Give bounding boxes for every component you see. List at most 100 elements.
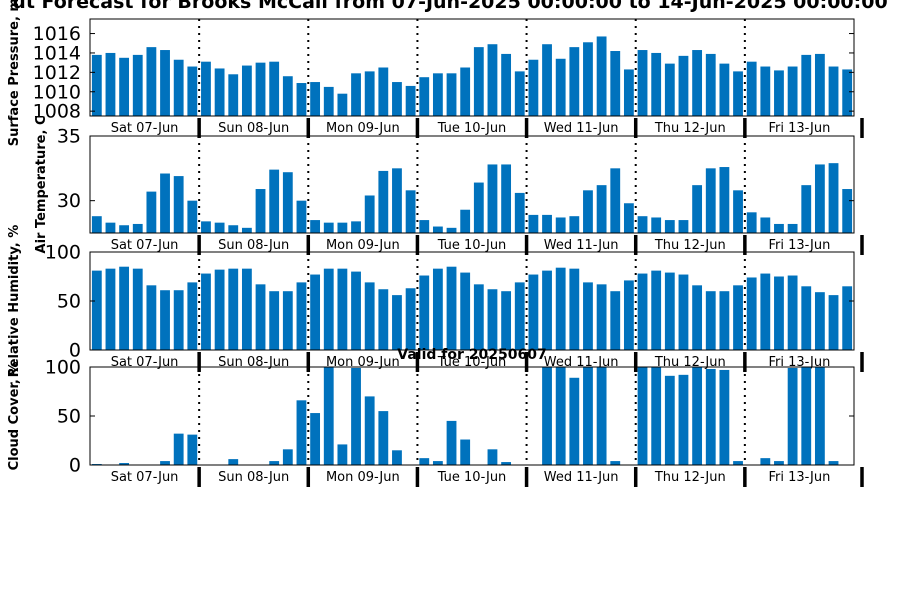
y-tick-label: 35 [57,126,81,148]
bar-relative_humidity [583,282,593,350]
bar-relative_humidity [228,268,239,350]
x-day-label: Sat 07-Jun [111,470,179,485]
bar-cloud_cover [187,434,198,465]
bar-cloud_cover [637,367,648,465]
bar-pressure [664,63,675,116]
y-tick-label: 100 [45,357,81,379]
bar-pressure [774,70,784,116]
bar-air_temperature [842,189,853,233]
bar-pressure [310,82,321,116]
bar-pressure [801,54,812,116]
bar-pressure [583,42,593,116]
bar-cloud_cover [651,367,662,465]
bar-cloud_cover [678,374,689,465]
bar-cloud_cover [733,461,743,465]
panel-relative_humidity: 0 50 100 Relative Humidity, % Sat 07-Jun Sun … [7,225,864,378]
x-day-label: Sun 08-Jun [218,470,289,485]
axes-frame [89,18,855,117]
y-tick-label: 1010 [33,81,81,103]
bar-relative_humidity [842,286,853,350]
bar-cloud_cover [555,367,566,465]
bar-cloud_cover [787,367,798,465]
bar-relative_humidity [241,268,252,350]
bar-cloud_cover [323,367,334,465]
x-day-label: Sun 08-Jun [218,238,289,253]
bar-pressure [432,73,443,116]
bar-pressure [610,51,621,117]
bar-air_temperature [760,217,771,233]
bar-air_temperature [378,170,389,233]
bar-air_temperature [787,223,798,233]
bar-pressure [351,73,361,116]
bar-relative_humidity [119,266,130,350]
bar-cloud_cover [692,367,703,465]
bar-pressure [637,50,648,116]
x-day-label: Sat 07-Jun [111,238,179,253]
bar-relative_humidity [173,290,184,350]
bar-relative_humidity [91,270,102,350]
bar-relative_humidity [432,268,443,350]
bar-relative_humidity [160,290,170,350]
bar-air_temperature [446,227,457,233]
bar-cloud_cover [337,444,348,465]
bar-cloud_cover [310,413,321,465]
y-tick-label: 1008 [33,101,81,123]
y-axis-label: Cloud Cover, % [7,362,22,471]
bar-air_temperature [132,223,143,233]
bar-pressure [105,52,116,116]
bar-pressure [528,59,539,116]
bar-relative_humidity [473,284,484,350]
bar-cloud_cover [460,439,471,465]
bar-pressure [569,47,580,116]
bar-pressure [501,53,512,116]
bar-pressure [746,61,757,116]
bar-air_temperature [828,163,839,233]
bar-pressure [623,69,634,116]
axes-frame [89,366,855,466]
bar-relative_humidity [760,273,771,350]
bar-relative_humidity [828,295,839,350]
bar-cloud_cover [596,367,607,465]
x-day-label: Wed 11-Jun [544,121,619,136]
bar-cloud_cover [119,463,130,465]
bar-pressure [392,82,402,116]
bar-air_temperature [746,212,757,233]
bar-relative_humidity [787,275,798,350]
bar-relative_humidity [623,280,634,350]
bar-relative_humidity [282,291,293,350]
bar-relative_humidity [146,285,157,350]
bar-air_temperature [487,164,498,233]
bar-pressure [255,62,266,116]
bar-pressure [514,71,525,116]
bar-pressure [241,65,252,116]
bar-air_temperature [542,214,552,233]
x-day-label: Thu 12-Jun [654,121,726,136]
bar-relative_humidity [323,268,334,350]
bar-air_temperature [173,176,184,233]
bar-air_temperature [296,200,307,233]
bar-cloud_cover [228,459,239,465]
y-tick-label: 1014 [33,42,81,64]
bar-cloud_cover [446,420,457,465]
bar-pressure [692,50,703,116]
bar-cloud_cover [487,449,498,465]
bar-air_temperature [432,226,443,233]
bar-relative_humidity [664,272,675,350]
bar-relative_humidity [719,291,730,350]
bar-relative_humidity [392,295,402,350]
x-day-label: Tue 10-Jun [437,470,507,485]
bar-relative_humidity [814,292,825,350]
bar-cloud_cover [542,367,552,465]
y-axis-label: Relative Humidity, % [7,225,22,378]
bar-air_temperature [269,169,280,233]
bar-air_temperature [555,217,566,233]
y-tick-label: 0 [69,455,81,477]
x-day-label: Fri 13-Jun [768,355,830,370]
x-day-label: Wed 11-Jun [544,355,619,370]
x-day-label: Tue 10-Jun [437,238,507,253]
bar-pressure [91,54,102,116]
bar-air_temperature [514,192,525,233]
bar-relative_humidity [528,274,539,350]
bar-pressure [651,52,662,116]
bar-pressure [296,83,307,116]
